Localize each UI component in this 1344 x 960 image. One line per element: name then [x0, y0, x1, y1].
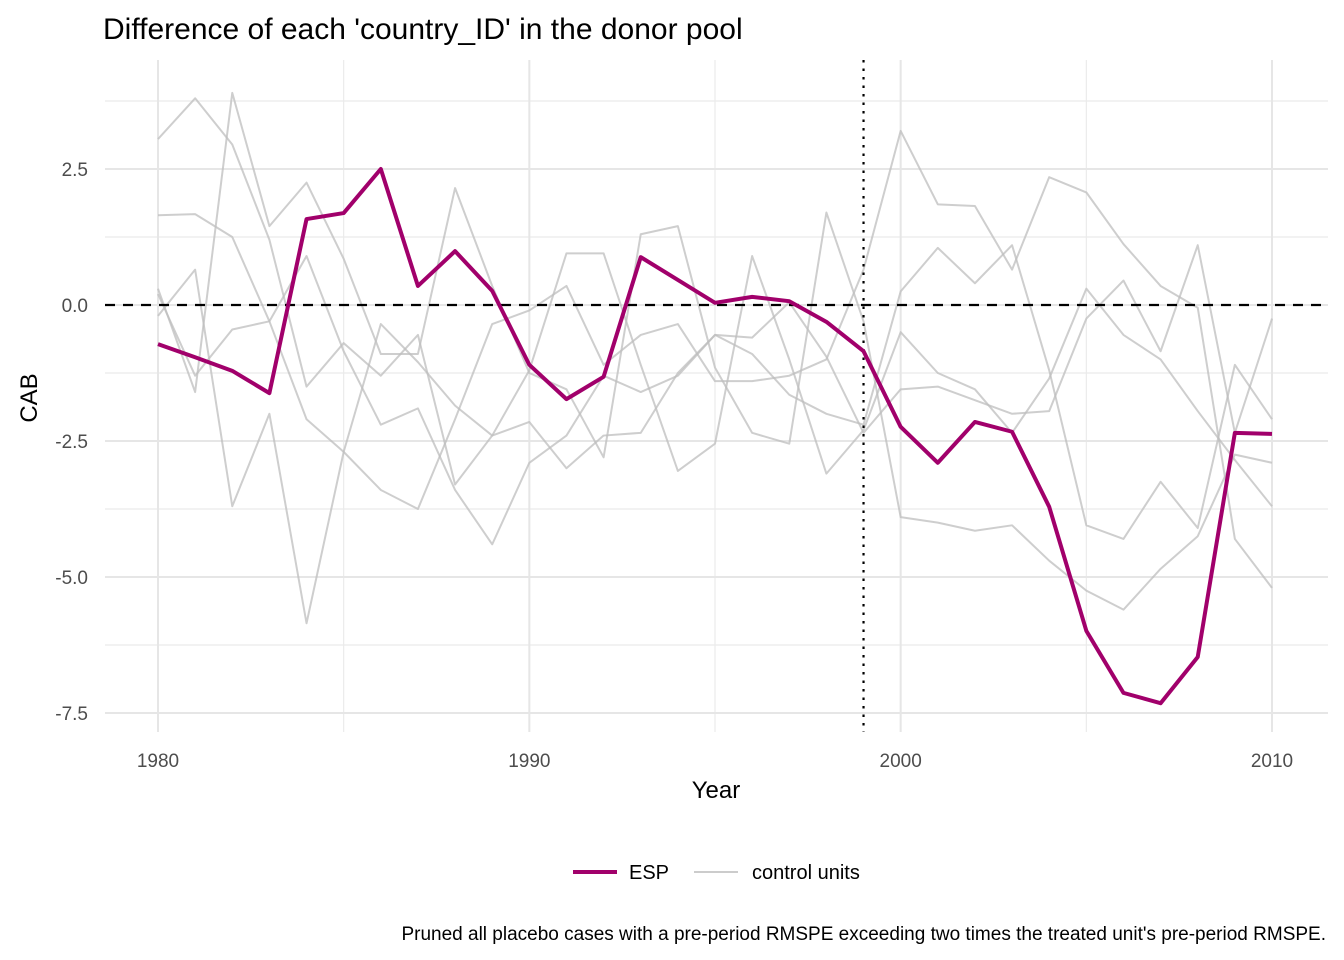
x-axis-ticks: 1980 1990 2000 2010: [137, 751, 1293, 772]
control-unit-line: [157, 91, 1273, 611]
legend-label-control: control units: [752, 862, 860, 884]
esp-line: [157, 167, 1273, 706]
chart-title: Difference of each 'country_ID' in the d…: [103, 13, 743, 46]
grid-major: [105, 60, 1328, 732]
control-unit-line: [157, 244, 1273, 546]
y-tick-label: -7.5: [55, 704, 88, 725]
legend: ESP control units: [573, 862, 860, 884]
y-tick-label: 0.0: [62, 296, 88, 317]
treated-line: [157, 167, 1273, 706]
legend-label-esp: ESP: [629, 862, 669, 884]
control-lines: [157, 91, 1273, 625]
x-tick-label: 2000: [880, 751, 922, 772]
x-tick-label: 1990: [508, 751, 550, 772]
y-axis-label: CAB: [16, 373, 43, 422]
y-tick-label: 2.5: [62, 160, 88, 181]
x-tick-label: 2010: [1251, 751, 1293, 772]
control-unit-line: [157, 252, 1273, 625]
grid-minor: [105, 60, 1328, 732]
y-tick-label: -2.5: [55, 432, 88, 453]
y-axis-ticks: 2.5 0.0 -2.5 -5.0 -7.5: [55, 160, 88, 725]
x-tick-label: 1980: [137, 751, 179, 772]
x-axis-label: Year: [692, 777, 741, 804]
chart-caption: Pruned all placebo cases with a pre-peri…: [401, 924, 1326, 945]
y-tick-label: -5.0: [55, 568, 88, 589]
